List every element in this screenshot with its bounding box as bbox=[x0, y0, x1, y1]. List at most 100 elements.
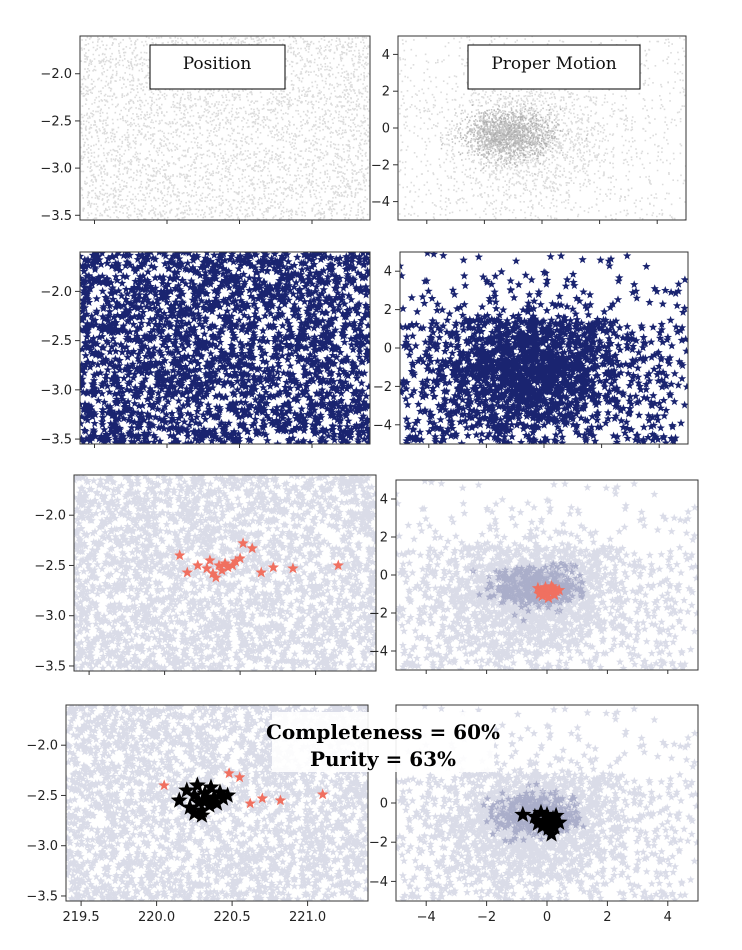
selected-star bbox=[178, 781, 196, 798]
completeness-label: Completeness = 60% bbox=[266, 720, 500, 744]
y-tick-label: −3.5 bbox=[40, 433, 72, 448]
selected-star bbox=[197, 791, 215, 808]
candidate-star bbox=[181, 566, 193, 578]
candidate-star bbox=[531, 581, 545, 594]
proper-motion-title-box: Proper Motion bbox=[467, 44, 641, 90]
y-tick-label: −3.5 bbox=[26, 889, 58, 904]
candidate-star bbox=[244, 797, 256, 809]
y-tick-label: −4 bbox=[369, 645, 388, 660]
candidate-star bbox=[223, 767, 235, 779]
y-tick-label: −3.0 bbox=[34, 609, 66, 624]
selected-star bbox=[546, 818, 564, 835]
selected-star bbox=[538, 805, 556, 822]
y-tick-label: 2 bbox=[380, 531, 388, 546]
panel-r3-position: −2.0 −2.5 −3.0 −3.5 bbox=[34, 474, 377, 675]
candidate-star bbox=[207, 567, 219, 579]
candidate-star bbox=[192, 559, 204, 571]
candidate-star bbox=[234, 552, 246, 564]
selected-star bbox=[202, 778, 220, 795]
y-tick-label: −3.0 bbox=[40, 162, 72, 177]
y-tick-label: −2.0 bbox=[40, 67, 72, 82]
purity-label: Purity = 63% bbox=[310, 747, 456, 771]
y-tick-label: 0 bbox=[380, 797, 388, 812]
candidate-star bbox=[219, 557, 231, 569]
candidate-star bbox=[267, 561, 279, 573]
selected-star bbox=[181, 798, 199, 815]
points-layer bbox=[80, 36, 370, 220]
x-tick-label: 220.0 bbox=[138, 910, 175, 925]
y-tick-label: −2.5 bbox=[26, 789, 58, 804]
x-tick-label: −2 bbox=[477, 910, 496, 925]
plot-area bbox=[74, 475, 376, 671]
candidate-star bbox=[237, 537, 249, 549]
selected-star bbox=[214, 789, 232, 806]
y-tick-label: 4 bbox=[380, 493, 388, 508]
plot-area bbox=[396, 480, 698, 670]
selected-star bbox=[205, 788, 223, 805]
candidate-star bbox=[222, 561, 234, 573]
candidate-star bbox=[536, 589, 549, 602]
candidate-star bbox=[201, 562, 213, 574]
y-tick-label: −3.5 bbox=[40, 209, 72, 224]
candidate-star bbox=[552, 583, 566, 596]
candidate-star bbox=[274, 794, 287, 806]
y-tick-label: 4 bbox=[384, 265, 392, 280]
star-cloud bbox=[396, 480, 698, 670]
y-tick-label: −2.5 bbox=[40, 334, 72, 349]
candidate-star bbox=[158, 779, 170, 791]
star-cloud bbox=[400, 252, 688, 444]
panel-r2-position: −2.0 −2.5 −3.0 −3.5 bbox=[40, 251, 371, 448]
selected-star bbox=[208, 794, 226, 811]
candidate-star bbox=[246, 542, 258, 554]
star-cloud bbox=[396, 705, 698, 901]
candidate-star bbox=[287, 562, 299, 574]
y-tick-label: −4 bbox=[369, 875, 388, 890]
y-tick-label: 2 bbox=[382, 85, 390, 100]
selected-star bbox=[219, 786, 237, 803]
star-cloud bbox=[80, 252, 370, 444]
points-layer bbox=[400, 252, 688, 444]
candidate-star bbox=[317, 788, 329, 800]
panel-r3-proper-motion: 4 2 0 −2 −4 bbox=[369, 479, 699, 674]
selected-star bbox=[196, 784, 214, 801]
candidate-star bbox=[545, 579, 558, 592]
pm-concentration bbox=[439, 92, 588, 175]
x-tick-label: 219.5 bbox=[62, 910, 99, 925]
candidate-star bbox=[233, 771, 246, 783]
axes-frame bbox=[65, 704, 369, 902]
y-tick-label: −4 bbox=[371, 195, 390, 210]
position-title: Position bbox=[183, 54, 252, 74]
y-tick-label: −3.5 bbox=[34, 659, 66, 674]
x-tick-label: 4 bbox=[664, 910, 672, 925]
y-tick-label: 4 bbox=[382, 48, 390, 63]
candidate-star bbox=[174, 549, 186, 561]
x-tick-label: 2 bbox=[603, 910, 611, 925]
axes-frame bbox=[79, 251, 371, 445]
star-cloud bbox=[74, 475, 376, 671]
y-tick-label: −3.0 bbox=[26, 839, 58, 854]
y-tick-label: −2.5 bbox=[34, 559, 66, 574]
selected-star bbox=[526, 807, 544, 824]
points-layer bbox=[80, 252, 370, 444]
candidate-star bbox=[540, 587, 554, 600]
scatter-cloud bbox=[80, 36, 370, 220]
selected-star bbox=[170, 791, 188, 808]
y-tick-label: −2.5 bbox=[40, 114, 72, 129]
y-tick-label: −2 bbox=[371, 158, 390, 173]
candidate-star bbox=[213, 559, 225, 571]
selected-star bbox=[211, 783, 229, 800]
y-tick-label: −2 bbox=[373, 380, 392, 395]
points-layer bbox=[396, 705, 698, 901]
candidate-star bbox=[548, 588, 561, 601]
y-tick-label: −2 bbox=[369, 836, 388, 851]
selected-star bbox=[547, 806, 565, 823]
candidate-star bbox=[255, 566, 267, 578]
y-tick-label: 2 bbox=[384, 303, 392, 318]
y-tick-label: 0 bbox=[384, 342, 392, 357]
selected-star bbox=[185, 786, 203, 803]
panel-r2-proper-motion: 4 2 0 −2 −4 bbox=[373, 251, 689, 448]
selected-star bbox=[550, 813, 568, 830]
selected-star bbox=[188, 776, 206, 793]
x-tick-label: −4 bbox=[417, 910, 436, 925]
